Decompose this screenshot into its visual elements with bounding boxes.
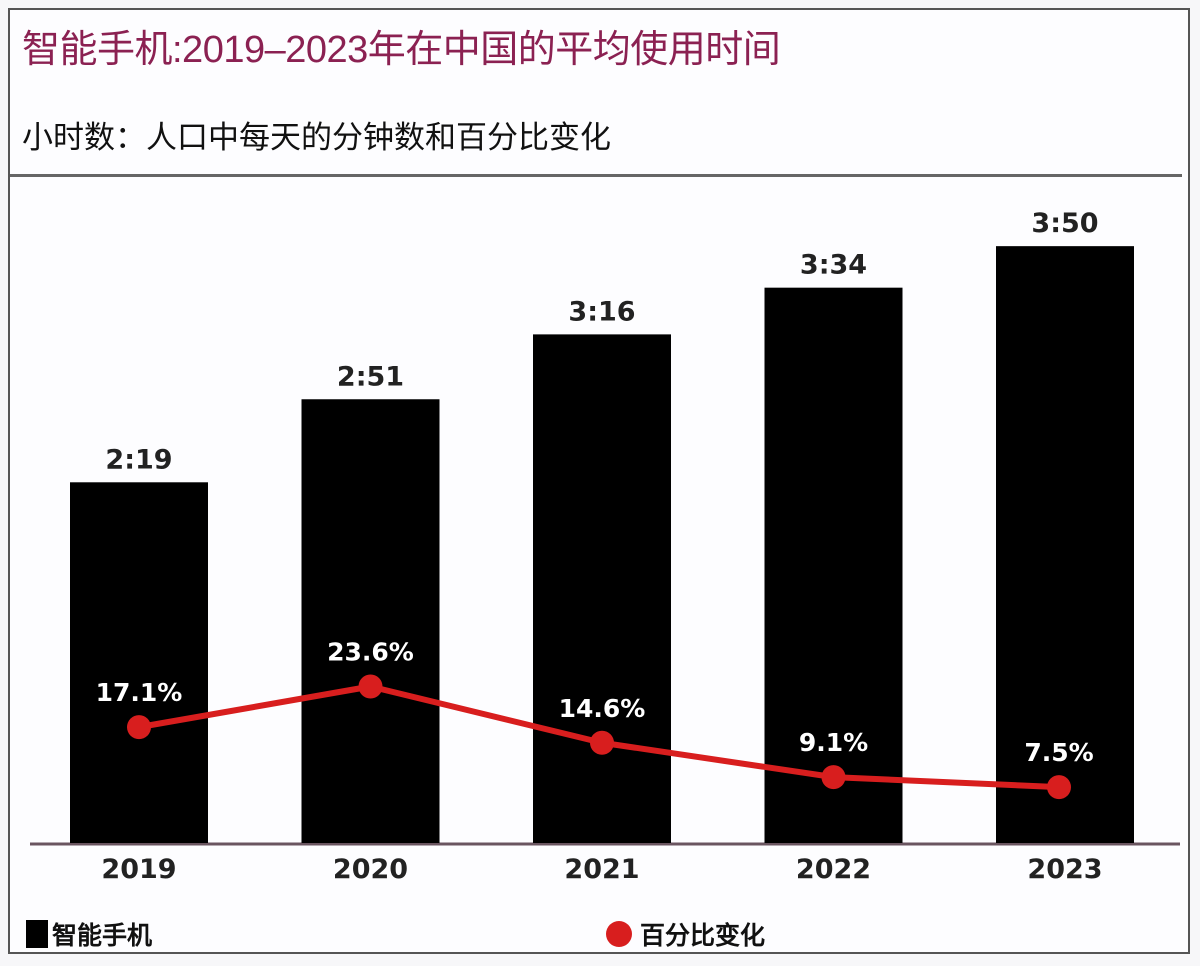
bar-value-label: 3:16: [568, 296, 635, 327]
bar-2020: [301, 399, 440, 843]
percent-change-label: 17.1%: [96, 678, 183, 707]
bar-value-label: 2:19: [105, 444, 172, 475]
legend-bar-swatch: [26, 920, 48, 948]
bar-2023: [996, 246, 1134, 843]
x-tick-label: 2019: [101, 854, 176, 885]
percent-change-label: 14.6%: [559, 694, 646, 723]
legend-dot-swatch: [606, 921, 632, 947]
legend-label: 智能手机: [52, 921, 153, 950]
legend-item-percent-change: 百分比变化: [606, 916, 765, 952]
percent-change-label: 9.1%: [799, 728, 868, 757]
bar-2021: [533, 334, 671, 843]
percent-change-point: [358, 674, 383, 699]
x-tick-label: 2021: [564, 854, 639, 885]
bar-value-label: 2:51: [337, 361, 404, 392]
chart-subtitle: 小时数：人口中每天的分钟数和百分比变化: [22, 120, 611, 156]
bar-2019: [70, 482, 208, 843]
percent-change-point: [1047, 775, 1071, 800]
percent-change-point: [127, 715, 151, 740]
x-tick-label: 2023: [1027, 854, 1102, 885]
bar-2022: [764, 287, 903, 843]
percent-change-point: [821, 765, 846, 790]
bar-value-label: 3:34: [800, 250, 867, 281]
x-tick-label: 2020: [333, 854, 408, 885]
percent-change-point: [590, 730, 614, 755]
x-tick-label: 2022: [796, 854, 871, 885]
title-divider: [10, 174, 1182, 177]
percent-change-label: 7.5%: [1024, 738, 1093, 767]
legend-item-smartphone: 智能手机: [26, 916, 152, 952]
legend-label: 百分比变化: [640, 921, 766, 950]
bar-value-label: 3:50: [1031, 208, 1098, 239]
percent-change-label: 23.6%: [327, 638, 414, 667]
chart-title: 智能手机:2019–2023年在中国的平均使用时间: [22, 29, 781, 71]
